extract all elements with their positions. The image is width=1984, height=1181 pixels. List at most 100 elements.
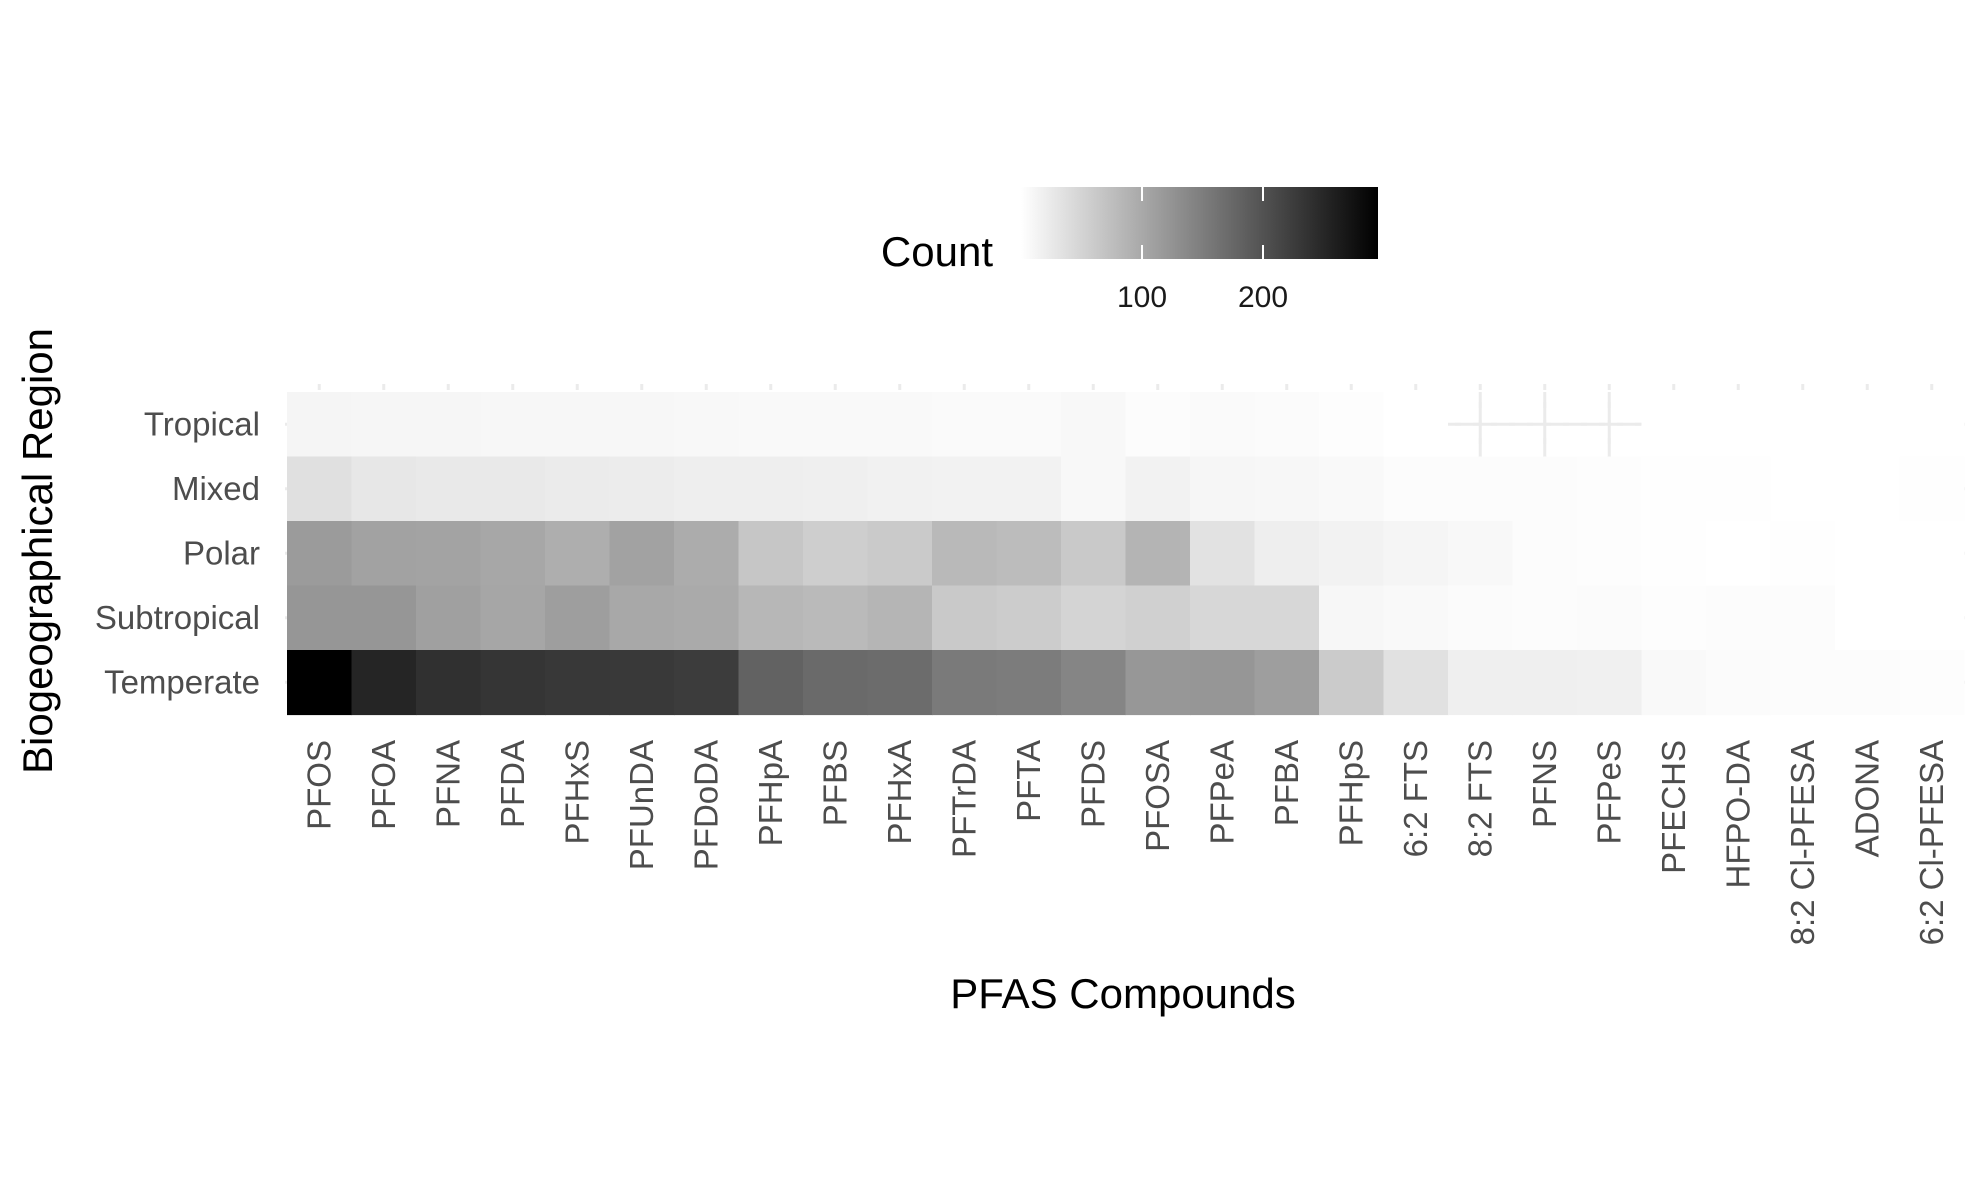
heatmap-cells [287,392,1965,716]
cell-mixed-15 [1254,456,1320,522]
cell-polar-6 [674,521,740,587]
cell-polar-21 [1641,521,1707,587]
cell-polar-7 [738,521,804,587]
cell-polar-24 [1835,521,1901,587]
cell-tropical-12 [1061,392,1127,458]
legend-title: Count [881,228,993,275]
cell-subtropical-12 [1061,585,1127,651]
cell-temperate-21 [1641,650,1707,716]
cell-mixed-7 [738,456,804,522]
cell-temperate-7 [738,650,804,716]
legend-ticks: 100 200 [1117,187,1288,314]
cell-temperate-2 [416,650,482,716]
y-tick-label: Subtropical [95,599,260,636]
cell-polar-3 [480,521,546,587]
cell-tropical-0 [287,392,353,458]
x-tick-label: 6:2 Cl-PFESA [1913,740,1950,945]
x-tick-label: PFUnDA [623,740,660,870]
cell-polar-14 [1190,521,1256,587]
y-axis-title: Biogeographical Region [14,328,61,774]
x-tick-label: PFBA [1268,740,1305,826]
cell-polar-8 [803,521,869,587]
cell-subtropical-2 [416,585,482,651]
cell-mixed-10 [932,456,998,522]
cell-temperate-11 [996,650,1062,716]
cell-polar-12 [1061,521,1127,587]
cell-tropical-24 [1835,392,1901,458]
cell-subtropical-9 [867,585,933,651]
cell-polar-9 [867,521,933,587]
cell-tropical-15 [1254,392,1320,458]
cell-tropical-8 [803,392,869,458]
cell-tropical-10 [932,392,998,458]
cell-subtropical-20 [1577,585,1643,651]
cell-mixed-0 [287,456,353,522]
x-tick-label: PFDoDA [687,740,724,870]
cell-mixed-8 [803,456,869,522]
cell-mixed-12 [1061,456,1127,522]
cell-subtropical-22 [1706,585,1772,651]
cell-subtropical-23 [1770,585,1836,651]
cell-tropical-21 [1641,392,1707,458]
color-legend: Count 100 200 [881,187,1378,314]
cell-polar-1 [351,521,417,587]
cell-temperate-23 [1770,650,1836,716]
cell-subtropical-7 [738,585,804,651]
cell-tropical-1 [351,392,417,458]
cell-mixed-21 [1641,456,1707,522]
cell-mixed-14 [1190,456,1256,522]
y-tick-label: Temperate [104,663,260,700]
cell-mixed-6 [674,456,740,522]
x-tick-label: PFHxA [881,740,918,845]
cell-polar-17 [1383,521,1449,587]
cell-temperate-10 [932,650,998,716]
cell-tropical-14 [1190,392,1256,458]
cell-subtropical-18 [1448,585,1514,651]
x-tick-label: PFECHS [1655,740,1692,874]
cell-polar-22 [1706,521,1772,587]
cell-temperate-1 [351,650,417,716]
x-tick-label: PFNA [429,740,466,828]
x-tick-label: PFHpS [1332,740,1369,846]
cell-tropical-7 [738,392,804,458]
cell-tropical-17 [1383,392,1449,458]
cell-polar-0 [287,521,353,587]
cell-tropical-2 [416,392,482,458]
cell-mixed-1 [351,456,417,522]
cell-subtropical-4 [545,585,611,651]
y-tick-label: Tropical [144,405,260,442]
cell-mixed-2 [416,456,482,522]
cell-tropical-22 [1706,392,1772,458]
cell-temperate-13 [1125,650,1191,716]
cell-mixed-20 [1577,456,1643,522]
cell-temperate-16 [1319,650,1385,716]
cell-mixed-4 [545,456,611,522]
cell-tropical-5 [609,392,675,458]
cell-tropical-16 [1319,392,1385,458]
cell-polar-23 [1770,521,1836,587]
cell-temperate-5 [609,650,675,716]
cell-subtropical-17 [1383,585,1449,651]
cell-subtropical-10 [932,585,998,651]
cell-polar-13 [1125,521,1191,587]
cell-mixed-13 [1125,456,1191,522]
cell-subtropical-6 [674,585,740,651]
cell-subtropical-15 [1254,585,1320,651]
cell-mixed-11 [996,456,1062,522]
cell-subtropical-24 [1835,585,1901,651]
cell-mixed-17 [1383,456,1449,522]
cell-mixed-23 [1770,456,1836,522]
cell-subtropical-14 [1190,585,1256,651]
x-tick-label: 8:2 FTS [1461,740,1498,857]
cell-temperate-15 [1254,650,1320,716]
cell-tropical-6 [674,392,740,458]
cell-temperate-17 [1383,650,1449,716]
cell-tropical-25 [1899,392,1965,458]
cell-tropical-3 [480,392,546,458]
y-tick-labels: Tropical Mixed Polar Subtropical Temperate [95,405,260,700]
cell-mixed-19 [1512,456,1578,522]
cell-subtropical-19 [1512,585,1578,651]
cell-polar-10 [932,521,998,587]
legend-colorbar [1021,187,1378,259]
x-tick-label: PFOA [365,740,402,830]
